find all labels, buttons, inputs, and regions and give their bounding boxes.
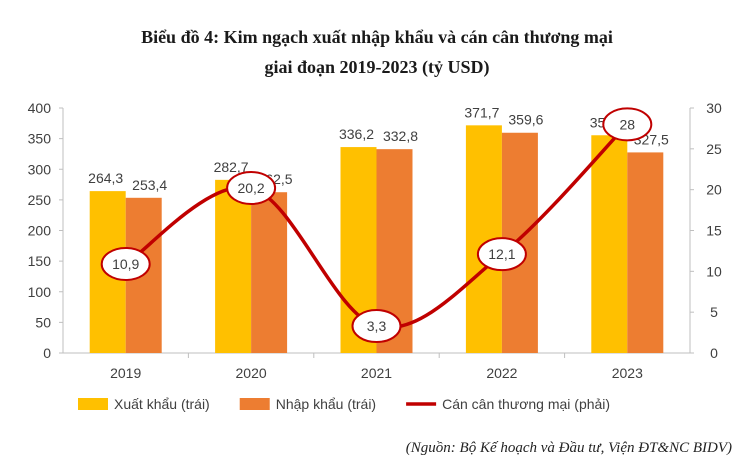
bar-data-label: 336,2 bbox=[339, 126, 374, 142]
trade-balance-point bbox=[100, 246, 151, 281]
left-axis-tick-label: 200 bbox=[28, 223, 52, 239]
left-axis-tick-label: 50 bbox=[35, 314, 51, 330]
left-axis-tick-label: 400 bbox=[28, 100, 52, 116]
legend-swatch-export bbox=[78, 398, 108, 410]
source-note: (Nguồn: Bộ Kế hoạch và Đầu tư, Viện ĐT&N… bbox=[405, 440, 732, 456]
x-axis-tick-label: 2023 bbox=[612, 365, 643, 381]
trade-balance-data-label: 28 bbox=[620, 116, 636, 132]
x-axis-tick-label: 2021 bbox=[361, 365, 392, 381]
chart-title: Biểu đồ 4: Kim ngạch xuất nhập khẩu và c… bbox=[0, 22, 754, 82]
x-axis-tick-label: 2020 bbox=[236, 365, 267, 381]
left-axis-tick-label: 350 bbox=[28, 131, 52, 147]
trade-balance-point bbox=[226, 171, 277, 206]
left-axis-tick-label: 0 bbox=[43, 345, 51, 361]
trade-balance-point bbox=[602, 107, 653, 142]
trade-balance-data-label: 20,2 bbox=[237, 180, 264, 196]
right-axis-tick-label: 15 bbox=[706, 223, 722, 239]
bar-import bbox=[627, 152, 664, 353]
chart-title-line-2: giai đoạn 2019-2023 (tỷ USD) bbox=[264, 57, 490, 77]
right-axis-tick-label: 0 bbox=[710, 345, 718, 361]
x-axis-tick-label: 2022 bbox=[486, 365, 517, 381]
left-axis-tick-label: 100 bbox=[28, 284, 52, 300]
legend-swatch-import bbox=[239, 398, 270, 410]
bar-data-label: 282,7 bbox=[214, 159, 249, 175]
bar-data-label: 371,7 bbox=[464, 104, 499, 120]
x-axis-tick-label: 2019 bbox=[110, 365, 141, 381]
bar-data-label: 253,4 bbox=[132, 177, 167, 193]
bar-import bbox=[251, 192, 288, 353]
left-axis-tick-label: 150 bbox=[28, 253, 52, 269]
legend-label: Xuất khẩu (trái) bbox=[114, 396, 210, 412]
left-axis-tick-label: 250 bbox=[28, 192, 52, 208]
left-axis-tick-label: 300 bbox=[28, 161, 52, 177]
bar-export bbox=[591, 135, 628, 353]
trade-balance-data-label: 12,1 bbox=[488, 246, 515, 262]
trade-balance-point bbox=[476, 237, 527, 272]
bar-data-label: 332,8 bbox=[383, 128, 418, 144]
right-axis-tick-label: 30 bbox=[706, 100, 722, 116]
right-axis-tick-label: 20 bbox=[706, 182, 722, 198]
bar-data-label: 264,3 bbox=[88, 170, 123, 186]
bar-export bbox=[215, 179, 252, 353]
trade-balance-data-label: 3,3 bbox=[367, 318, 387, 334]
legend-label: Cán cân thương mại (phải) bbox=[442, 396, 610, 412]
trade-balance-point bbox=[351, 309, 402, 344]
legend-label: Nhập khẩu (trái) bbox=[276, 396, 376, 412]
right-axis-tick-label: 25 bbox=[706, 141, 722, 157]
bar-data-label: 359,6 bbox=[508, 112, 543, 128]
right-axis-tick-label: 10 bbox=[706, 263, 722, 279]
right-axis-tick-label: 5 bbox=[710, 304, 718, 320]
chart-title-line-1: Biểu đồ 4: Kim ngạch xuất nhập khẩu và c… bbox=[141, 27, 613, 47]
trade-balance-data-label: 10,9 bbox=[112, 256, 139, 272]
